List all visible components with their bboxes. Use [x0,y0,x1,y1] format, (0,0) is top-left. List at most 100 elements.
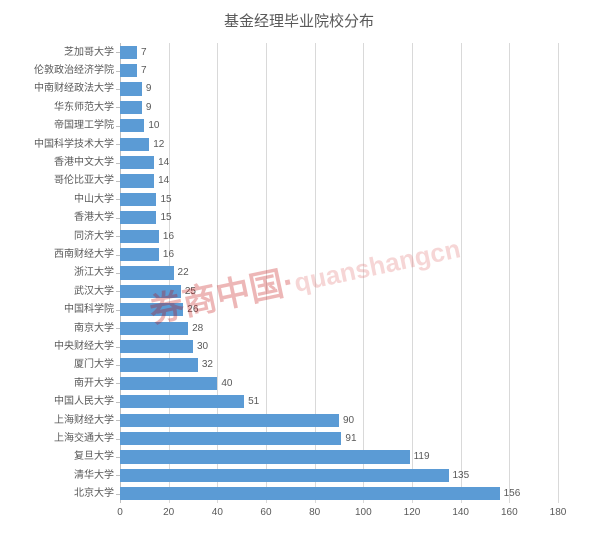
value-label: 7 [141,64,147,77]
category-label: 复旦大学 [74,450,114,463]
plot-area: 芝加哥大学7伦敦政治经济学院7中南财经政法大学9华东师范大学9帝国理工学院10中… [120,43,558,523]
bar [120,450,410,463]
y-tick-mark [116,255,120,256]
bar-row: 西南财经大学16 [120,248,159,261]
bar [120,414,339,427]
bar [120,322,188,335]
bar [120,64,137,77]
bar [120,82,142,95]
bar [120,487,500,500]
y-tick-mark [116,439,120,440]
bar [120,340,193,353]
bar-row: 厦门大学32 [120,358,198,371]
y-tick-mark [116,107,120,108]
bar [120,377,217,390]
category-label: 上海财经大学 [54,414,114,427]
value-label: 26 [187,303,198,316]
value-label: 12 [153,138,164,151]
y-tick-mark [116,310,120,311]
bar-row: 伦敦政治经济学院7 [120,64,137,77]
y-tick-mark [116,383,120,384]
bar-row: 帝国理工学院10 [120,119,144,132]
bar-row: 上海财经大学90 [120,414,339,427]
y-tick-mark [116,420,120,421]
y-tick-mark [116,71,120,72]
value-label: 51 [248,395,259,408]
category-label: 浙江大学 [74,266,114,279]
bars-group: 芝加哥大学7伦敦政治经济学院7中南财经政法大学9华东师范大学9帝国理工学院10中… [120,43,558,503]
category-label: 中央财经大学 [54,340,114,353]
bar-row: 中国科学院26 [120,303,183,316]
x-tick-label: 40 [212,507,223,518]
category-label: 厦门大学 [74,358,114,371]
y-tick-mark [116,218,120,219]
bar-row: 中南财经政法大学9 [120,82,142,95]
bar-row: 中国科学技术大学12 [120,138,149,151]
value-label: 14 [158,174,169,187]
category-label: 武汉大学 [74,285,114,298]
y-tick-mark [116,494,120,495]
value-label: 28 [192,322,203,335]
x-tick-label: 20 [163,507,174,518]
category-label: 上海交通大学 [54,432,114,445]
bar [120,211,156,224]
x-tick-label: 160 [501,507,518,518]
x-tick-label: 100 [355,507,372,518]
category-label: 南京大学 [74,322,114,335]
category-label: 香港中文大学 [54,156,114,169]
y-tick-mark [116,144,120,145]
x-axis: 020406080100120140160180 [120,503,558,523]
category-label: 南开大学 [74,377,114,390]
value-label: 90 [343,414,354,427]
y-tick-mark [116,457,120,458]
value-label: 30 [197,340,208,353]
bar [120,432,341,445]
value-label: 32 [202,358,213,371]
value-label: 40 [221,377,232,390]
bar-row: 华东师范大学9 [120,101,142,114]
value-label: 16 [163,230,174,243]
category-label: 西南财经大学 [54,248,114,261]
category-label: 华东师范大学 [54,101,114,114]
x-tick-label: 140 [452,507,469,518]
value-label: 10 [148,119,159,132]
y-tick-mark [116,365,120,366]
category-label: 香港大学 [74,211,114,224]
bar [120,469,449,482]
bar-row: 北京大学156 [120,487,500,500]
bar-row: 清华大学135 [120,469,449,482]
chart-title: 基金经理毕业院校分布 [10,10,588,31]
y-tick-mark [116,328,120,329]
value-label: 22 [178,266,189,279]
y-tick-mark [116,236,120,237]
category-label: 同济大学 [74,230,114,243]
y-tick-mark [116,402,120,403]
bar-row: 武汉大学25 [120,285,181,298]
bar [120,285,181,298]
category-label: 北京大学 [74,487,114,500]
y-tick-mark [116,347,120,348]
category-label: 中国人民大学 [54,395,114,408]
bar-row: 中央财经大学30 [120,340,193,353]
value-label: 135 [453,469,470,482]
bar-row: 香港中文大学14 [120,156,154,169]
y-tick-mark [116,273,120,274]
bar [120,395,244,408]
x-tick-label: 0 [117,507,123,518]
bar [120,266,174,279]
y-tick-mark [116,181,120,182]
bar [120,101,142,114]
value-label: 14 [158,156,169,169]
bar [120,46,137,59]
value-label: 16 [163,248,174,261]
bar-row: 中山大学15 [120,193,156,206]
y-tick-mark [116,199,120,200]
x-tick-label: 180 [550,507,567,518]
value-label: 25 [185,285,196,298]
bar-row: 中国人民大学51 [120,395,244,408]
y-tick-mark [116,475,120,476]
y-tick-mark [116,291,120,292]
bar [120,156,154,169]
value-label: 119 [414,450,430,463]
bar-row: 南开大学40 [120,377,217,390]
